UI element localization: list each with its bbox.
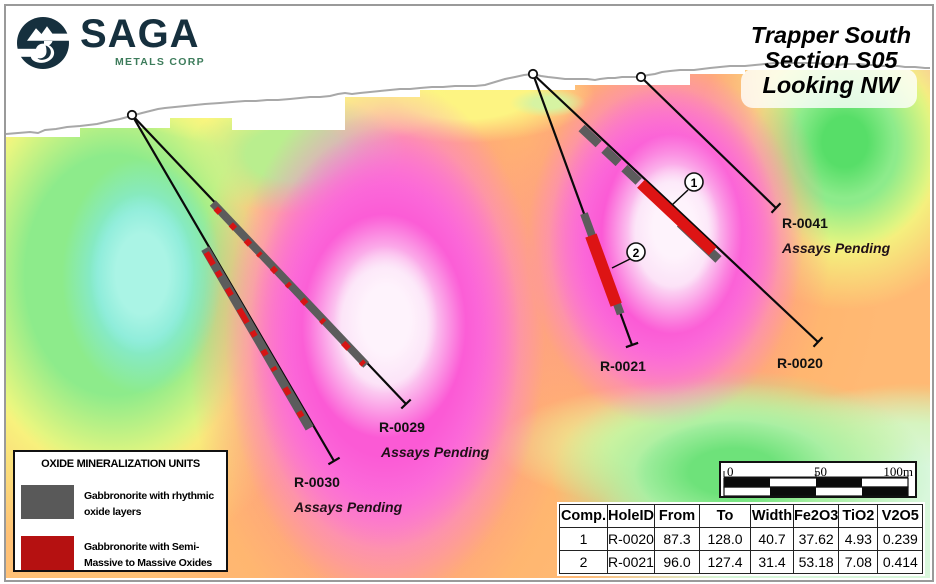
svg-text:SAGA: SAGA (80, 12, 200, 56)
svg-text:1: 1 (691, 176, 698, 190)
svg-text:2: 2 (633, 246, 640, 260)
svg-text:METALS CORP: METALS CORP (115, 56, 205, 68)
